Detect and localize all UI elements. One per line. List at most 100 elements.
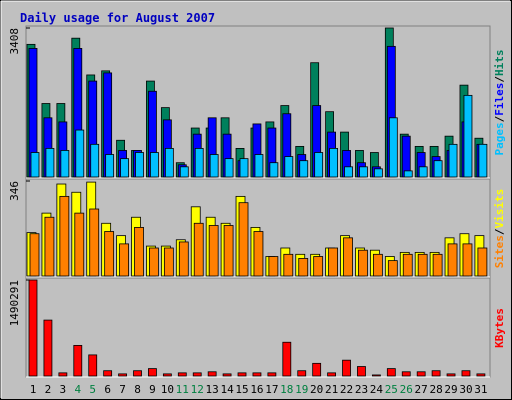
- bar: [282, 341, 292, 377]
- bar: [223, 225, 234, 277]
- bar: [58, 372, 68, 377]
- bar: [403, 170, 413, 178]
- x-tick-label: 25: [385, 383, 398, 396]
- bar: [463, 94, 473, 178]
- x-tick-label: 15: [235, 383, 248, 396]
- bar: [90, 143, 100, 178]
- plot-area: [25, 277, 491, 378]
- bar: [477, 247, 488, 277]
- bar: [327, 372, 337, 377]
- x-tick-label: 26: [400, 383, 413, 396]
- bar: [312, 362, 322, 377]
- bar: [74, 212, 85, 277]
- bar: [371, 374, 381, 377]
- bar: [120, 158, 129, 178]
- legend-separator: /: [493, 76, 506, 83]
- bar: [373, 168, 383, 178]
- x-tick-label: 11: [176, 383, 189, 396]
- x-tick-label: 18: [280, 383, 293, 396]
- bar: [149, 247, 159, 277]
- x-tick-label: 14: [220, 383, 234, 396]
- bar: [237, 372, 247, 377]
- bar: [431, 370, 441, 377]
- bar: [238, 202, 249, 277]
- x-tick-label: 21: [325, 383, 338, 396]
- x-tick-label: 20: [310, 383, 323, 396]
- bar: [135, 152, 144, 178]
- bar: [329, 148, 339, 178]
- bar: [401, 371, 411, 377]
- bar: [89, 208, 100, 277]
- bar: [314, 152, 324, 178]
- x-tick-label: 13: [206, 383, 219, 396]
- bar: [192, 372, 202, 377]
- bar: [313, 256, 324, 277]
- bar: [179, 166, 189, 178]
- bar: [416, 371, 426, 377]
- bar: [478, 143, 488, 178]
- bar: [372, 253, 383, 277]
- x-tick-label: 7: [119, 383, 126, 396]
- x-tick-label: 28: [429, 383, 442, 396]
- y-tick-label: 346: [8, 181, 21, 201]
- bar: [162, 373, 172, 377]
- x-tick-label: 5: [89, 383, 96, 396]
- x-tick-label: 31: [474, 383, 487, 396]
- bar: [446, 373, 456, 377]
- x-tick-label: 3: [60, 383, 67, 396]
- bar: [417, 253, 428, 277]
- x-tick-label: 17: [265, 383, 278, 396]
- bar: [194, 148, 204, 178]
- legend-entry: KBytes: [493, 308, 506, 348]
- bar: [73, 345, 83, 377]
- bar: [44, 216, 55, 277]
- bar: [88, 354, 98, 377]
- bar: [103, 370, 113, 377]
- bar: [163, 247, 174, 277]
- bar: [207, 371, 217, 377]
- x-tick-label: 9: [149, 383, 156, 396]
- bar: [402, 253, 413, 277]
- bar: [343, 237, 353, 277]
- x-tick-label: 6: [104, 383, 111, 396]
- x-tick-label: 22: [340, 383, 353, 396]
- bar: [299, 160, 309, 178]
- legend-separator: /: [493, 228, 506, 235]
- legend-entry: Sites: [493, 235, 506, 268]
- bar: [208, 225, 219, 277]
- bar: [297, 370, 307, 377]
- bar: [177, 372, 187, 377]
- x-tick-label: 10: [161, 383, 174, 396]
- bar: [418, 166, 428, 178]
- x-tick-label: 24: [370, 383, 384, 396]
- legend: Sites/Visits: [493, 189, 506, 269]
- bar: [148, 368, 157, 377]
- bar: [29, 233, 40, 277]
- bar: [267, 372, 277, 377]
- legend: KBytes: [493, 308, 506, 348]
- x-tick-label: 23: [355, 383, 368, 396]
- bar: [328, 247, 339, 277]
- bar: [388, 117, 398, 178]
- bar: [222, 373, 232, 377]
- bar: [254, 154, 264, 178]
- bar: [432, 253, 443, 277]
- bar: [359, 166, 368, 178]
- x-tick-label: 4: [74, 383, 81, 396]
- y-tick-label: 1490291: [8, 280, 21, 326]
- bar: [357, 366, 366, 377]
- x-tick-label: 8: [134, 383, 141, 396]
- bar: [134, 227, 144, 277]
- bar: [239, 158, 249, 178]
- bar: [150, 152, 159, 178]
- bar: [30, 152, 40, 178]
- bar: [447, 243, 458, 277]
- bar: [269, 162, 279, 178]
- bar: [45, 148, 55, 178]
- x-tick-label: 1: [30, 383, 37, 396]
- bar: [433, 160, 443, 178]
- bar: [178, 241, 189, 277]
- bar: [193, 222, 204, 277]
- bar: [164, 148, 174, 178]
